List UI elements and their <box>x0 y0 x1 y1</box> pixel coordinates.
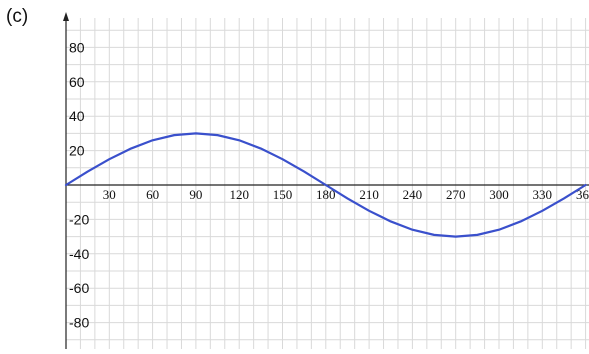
x-tick-label: 240 <box>403 187 423 202</box>
x-tick-label: 210 <box>359 187 379 202</box>
grid-lines <box>66 18 589 349</box>
x-tick-label: 36 <box>576 187 589 202</box>
x-tick-label: 180 <box>316 187 336 202</box>
tick-labels: 80 60 40 20 -20 -40 -60 -80 30 60 90 120 150 180 210 24… <box>69 39 589 330</box>
panel-label: (c) <box>6 6 29 27</box>
x-tick-label: 90 <box>189 187 202 202</box>
series-layer <box>64 132 587 238</box>
x-tick-label: 270 <box>446 187 466 202</box>
y-tick-label: 40 <box>69 108 85 124</box>
x-tick-label: 330 <box>533 187 553 202</box>
x-tick-label: 300 <box>489 187 509 202</box>
y-tick-label: -80 <box>69 315 89 331</box>
x-tick-label: 60 <box>146 187 159 202</box>
y-tick-label: 20 <box>69 143 85 159</box>
y-tick-label: 80 <box>69 39 85 55</box>
y-axis-arrow <box>63 12 69 21</box>
y-tick-label: -20 <box>69 211 89 227</box>
y-tick-label: -60 <box>69 280 89 296</box>
y-tick-label: 60 <box>69 74 85 90</box>
x-tick-label: 30 <box>103 187 116 202</box>
series-line <box>64 132 587 238</box>
x-tick-label: 150 <box>273 187 293 202</box>
x-tick-label: 120 <box>229 187 249 202</box>
y-tick-label: -40 <box>69 246 89 262</box>
